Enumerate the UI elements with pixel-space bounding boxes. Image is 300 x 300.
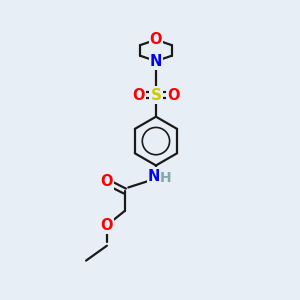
Text: N: N <box>148 169 160 184</box>
Text: O: O <box>167 88 180 103</box>
Text: O: O <box>101 174 113 189</box>
Text: O: O <box>150 32 162 47</box>
Text: O: O <box>132 88 144 103</box>
Text: S: S <box>150 88 161 103</box>
Text: N: N <box>150 54 162 69</box>
Text: O: O <box>101 218 113 233</box>
Text: H: H <box>160 171 171 184</box>
